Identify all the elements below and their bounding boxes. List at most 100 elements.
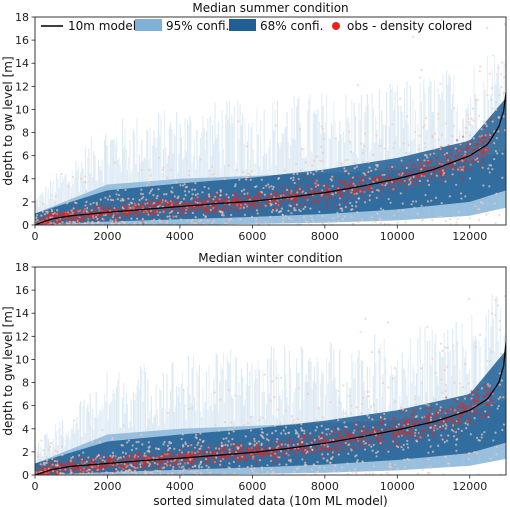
obs-point <box>330 179 333 182</box>
obs-point <box>421 218 424 221</box>
obs-point-dense <box>188 203 191 206</box>
obs-point-dense <box>223 456 226 460</box>
obs-point <box>80 458 84 461</box>
obs-point <box>495 192 498 195</box>
obs-point <box>245 176 249 179</box>
y-axis-label: depth to gw level [m] <box>1 306 15 435</box>
obs-point-dense <box>292 193 296 197</box>
obs-point <box>309 171 312 174</box>
obs-point-dense <box>200 443 203 446</box>
obs-point <box>293 470 296 473</box>
obs-point-dense <box>271 453 275 457</box>
obs-point-dense <box>456 418 460 422</box>
obs-point <box>370 445 373 448</box>
obs-point-dense <box>470 391 474 394</box>
obs-point <box>179 184 182 187</box>
obs-point <box>158 470 162 473</box>
obs-point <box>284 409 287 412</box>
obs-point <box>480 433 484 436</box>
obs-point-dense <box>279 453 282 456</box>
obs-point <box>113 222 116 225</box>
obs-point-dense <box>257 191 261 195</box>
obs-point-dense <box>349 178 353 181</box>
obs-point-dense <box>144 457 148 460</box>
obs-point-dense <box>167 202 170 206</box>
obs-point-dense <box>203 451 206 454</box>
obs-point-dense <box>107 207 110 210</box>
obs-point <box>197 441 200 444</box>
obs-point-dense <box>483 147 486 151</box>
obs-point-dense <box>162 208 166 212</box>
obs-point-dense <box>345 431 348 434</box>
obs-point-dense <box>453 429 457 433</box>
obs-point-dense <box>459 406 463 409</box>
obs-point <box>300 427 303 430</box>
obs-point <box>491 107 494 110</box>
obs-point-dense <box>45 471 49 475</box>
obs-point-dense <box>191 451 194 454</box>
obs-point <box>325 443 328 446</box>
obs-point-dense <box>234 202 237 206</box>
obs-point-dense <box>181 207 185 211</box>
y-tick-label: 12 <box>15 330 29 343</box>
obs-point <box>122 207 125 210</box>
obs-point <box>113 161 116 164</box>
obs-point <box>374 430 377 434</box>
obs-point <box>323 444 326 447</box>
obs-point <box>464 150 467 153</box>
obs-point <box>444 383 447 387</box>
obs-point-dense <box>402 430 406 433</box>
obs-point <box>346 462 349 465</box>
obs-point-dense <box>410 176 414 180</box>
obs-point-dense <box>458 435 461 438</box>
obs-point <box>292 176 295 179</box>
obs-point-dense <box>350 447 354 450</box>
obs-point <box>171 468 175 471</box>
obs-point <box>95 203 99 206</box>
obs-point-dense <box>197 206 201 209</box>
obs-point <box>285 452 288 455</box>
obs-point-dense <box>365 172 368 176</box>
obs-point-dense <box>128 211 131 215</box>
obs-point-dense <box>132 455 135 458</box>
obs-point-dense <box>479 166 482 170</box>
obs-point <box>193 446 197 449</box>
obs-point-dense <box>375 430 379 433</box>
obs-point-dense <box>485 150 488 153</box>
obs-point <box>393 463 397 466</box>
obs-point-dense <box>393 442 396 445</box>
obs-point-dense <box>360 432 364 436</box>
obs-point-dense <box>448 164 451 168</box>
obs-point <box>160 201 164 204</box>
obs-point <box>228 467 231 470</box>
obs-point <box>245 178 248 181</box>
obs-point <box>370 169 373 172</box>
obs-point-dense <box>296 186 299 189</box>
obs-point <box>47 448 50 451</box>
obs-point-dense <box>277 195 280 199</box>
obs-point-dense <box>137 451 140 455</box>
obs-point-dense <box>376 437 379 440</box>
obs-point-dense <box>206 447 210 450</box>
obs-point <box>154 447 158 450</box>
obs-point-dense <box>373 189 376 192</box>
obs-point-dense <box>176 453 180 456</box>
obs-point <box>146 202 149 205</box>
obs-point-dense <box>381 182 385 185</box>
obs-point <box>497 404 500 408</box>
obs-point <box>477 207 480 210</box>
obs-point-dense <box>252 201 256 205</box>
obs-point-dense <box>483 384 486 387</box>
obs-point <box>398 173 401 176</box>
obs-point-dense <box>147 205 150 208</box>
obs-point-dense <box>241 194 244 198</box>
obs-point <box>350 449 353 452</box>
obs-point-dense <box>460 413 464 416</box>
obs-point <box>502 423 506 426</box>
obs-point <box>360 142 363 145</box>
obs-point <box>430 172 433 175</box>
obs-point-dense <box>55 220 59 223</box>
obs-point <box>279 194 283 197</box>
obs-point-dense <box>483 395 486 398</box>
obs-point <box>417 148 420 151</box>
